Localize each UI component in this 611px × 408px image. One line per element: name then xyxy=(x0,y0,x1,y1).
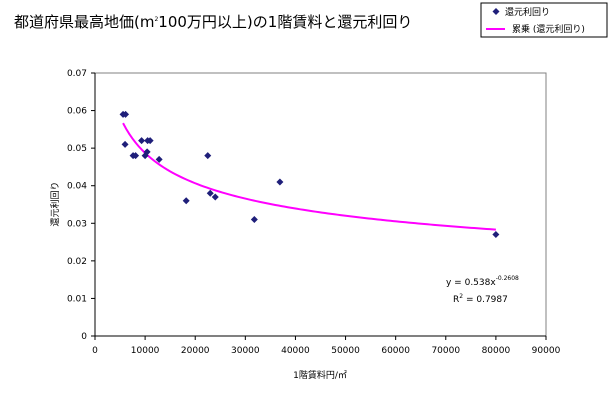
chart-title-sup: 2 xyxy=(154,16,158,23)
plot-area xyxy=(94,72,547,337)
y-tick-label: 0.03 xyxy=(67,219,87,229)
data-point xyxy=(122,110,130,118)
x-tick-label: 30000 xyxy=(231,346,260,356)
data-point xyxy=(143,148,151,156)
x-tick-label: 20000 xyxy=(181,346,210,356)
x-ticks: 0 10000 20000 30000 40000 50000 60000 70000 8000… xyxy=(92,336,561,356)
y-tick-label: 0.07 xyxy=(67,69,87,79)
legend-entry-points: 還元利回り xyxy=(505,6,550,18)
scatter-points xyxy=(119,110,500,239)
y-tick-label: 0.02 xyxy=(67,257,87,267)
legend-marker-diamond xyxy=(492,8,500,15)
x-tick-label: 40000 xyxy=(281,346,310,356)
r-squared-base: R xyxy=(453,295,459,305)
data-point xyxy=(182,197,190,205)
data-point xyxy=(155,155,163,163)
data-point xyxy=(276,178,284,186)
legend: 還元利回り 累乗 (還元利回り) xyxy=(480,2,608,38)
x-axis-title: 1階賃料円/㎡ xyxy=(293,369,347,381)
data-point xyxy=(211,193,219,201)
trendline-r-squared: R2 = 0.7987 xyxy=(453,293,508,305)
y-axis-title: 還元利回り xyxy=(49,181,61,226)
data-point xyxy=(132,152,140,160)
y-ticks: 0 0.01 0.02 0.03 0.04 0.05 0.06 0.07 xyxy=(67,69,95,342)
x-tick-label: 0 xyxy=(92,346,98,356)
data-point xyxy=(146,137,154,145)
r-squared-sup: 2 xyxy=(459,293,463,300)
r-squared-value: = 0.7987 xyxy=(463,295,508,305)
legend-entry-trendline: 累乗 (還元利回り) xyxy=(512,23,585,35)
x-tick-label: 10000 xyxy=(131,346,160,356)
y-tick-label: 0.04 xyxy=(67,182,87,192)
x-tick-label: 70000 xyxy=(431,346,460,356)
y-tick-label: 0.05 xyxy=(67,144,87,154)
data-point xyxy=(206,189,214,197)
data-point xyxy=(492,231,500,239)
chart-title-post: 100万円以上)の1階賃料と還元利回り xyxy=(158,13,412,31)
power-trendline xyxy=(122,122,496,231)
data-point xyxy=(250,216,258,224)
equation-base: y = 0.538x xyxy=(446,278,496,288)
x-tick-label: 60000 xyxy=(381,346,410,356)
y-tick-label: 0.06 xyxy=(67,107,87,117)
chart-title-pre: 都道府県最高地価(m xyxy=(14,13,154,31)
data-point xyxy=(204,152,212,160)
data-point xyxy=(121,140,129,148)
equation-exponent: -0.2608 xyxy=(496,275,519,282)
legend-frame xyxy=(480,2,608,38)
trendline-equation: y = 0.538x-0.2608 xyxy=(446,275,519,288)
data-point xyxy=(138,137,146,145)
x-tick-label: 50000 xyxy=(331,346,360,356)
x-tick-label: 80000 xyxy=(482,346,511,356)
y-tick-label: 0 xyxy=(81,332,87,342)
y-tick-label: 0.01 xyxy=(67,294,87,304)
x-tick-label: 90000 xyxy=(532,346,561,356)
chart-title: 都道府県最高地価(m2100万円以上)の1階賃料と還元利回り xyxy=(14,13,412,31)
